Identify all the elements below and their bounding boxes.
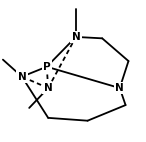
Text: N: N	[72, 32, 80, 42]
Text: P: P	[43, 62, 51, 72]
Text: N: N	[115, 83, 124, 93]
Text: N: N	[18, 72, 26, 82]
Text: N: N	[44, 83, 53, 93]
